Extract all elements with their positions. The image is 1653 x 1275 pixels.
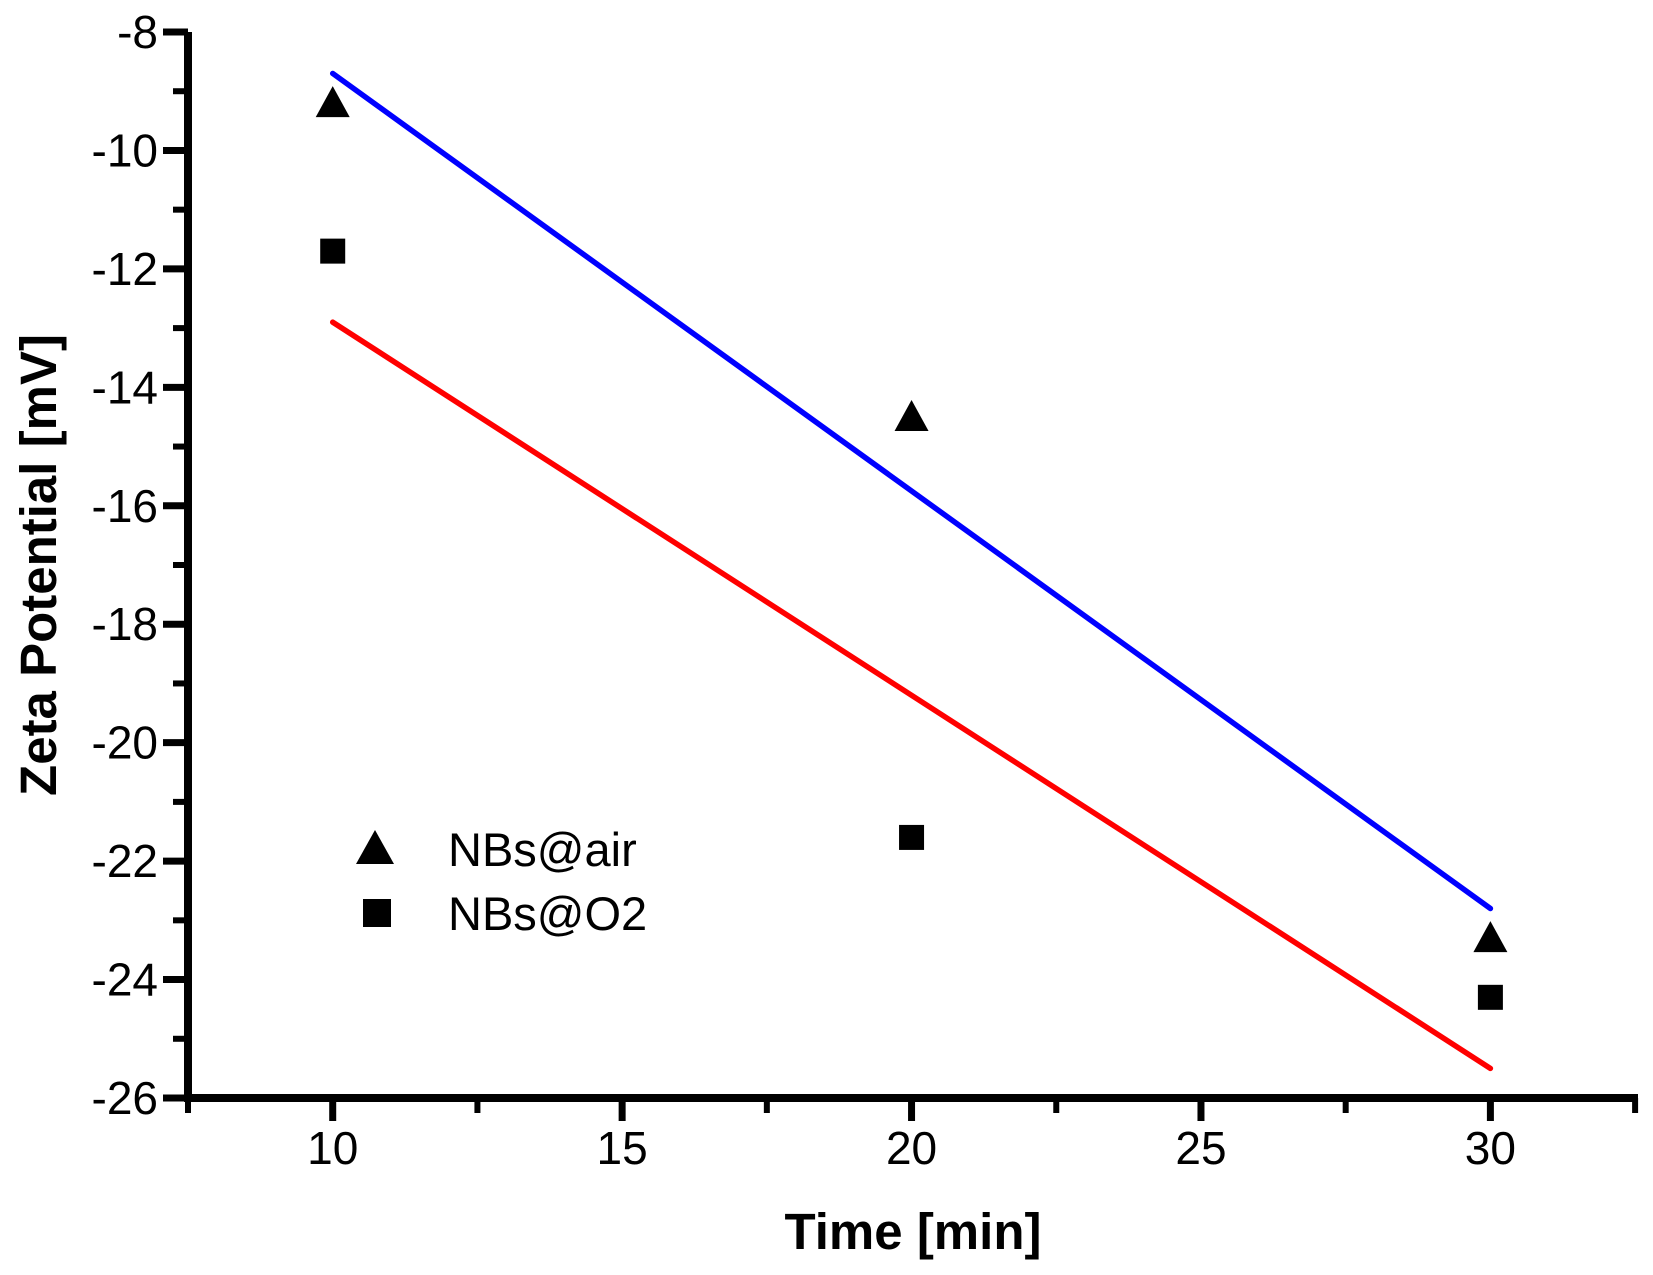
data-point-square	[1477, 984, 1503, 1010]
x-tick-label: 20	[886, 1122, 937, 1174]
tick-labels-group: -8 -10 -12 -14 -16 -18 -20 -22 -24 -26 10 15 20 25 30	[92, 6, 1516, 1174]
fit-line-o2	[329, 319, 1494, 1072]
series-nbs-o2	[320, 238, 1503, 1010]
legend-label: NBs@O2	[448, 887, 647, 940]
ticks-group	[163, 28, 1639, 1121]
x-axis-title: Time [min]	[785, 1203, 1042, 1260]
y-tick-label: -26	[92, 1072, 158, 1124]
data-point-square	[320, 238, 346, 264]
y-tick-label: -8	[117, 6, 158, 58]
legend-marker-triangle	[356, 830, 394, 864]
data-point-triangle	[894, 399, 929, 431]
data-point-triangle	[1473, 921, 1508, 953]
legend-marker-square	[363, 899, 391, 927]
series-group	[315, 86, 1508, 1010]
legend-item: NBs@air	[356, 823, 637, 876]
y-tick-label: -22	[92, 835, 158, 887]
y-tick-label: -10	[92, 124, 158, 176]
fit-lines-group	[329, 70, 1494, 1072]
fit-line-air	[329, 70, 1494, 912]
data-point-triangle	[315, 86, 350, 118]
legend-label: NBs@air	[448, 823, 637, 876]
series-nbs-air	[315, 86, 1508, 953]
y-tick-label: -18	[92, 598, 158, 650]
legend-item: NBs@O2	[363, 887, 647, 940]
x-tick-label: 30	[1465, 1122, 1516, 1174]
y-tick-label: -20	[92, 717, 158, 769]
y-tick-label: -16	[92, 480, 158, 532]
y-axis-title: Zeta Potential [mV]	[10, 334, 67, 796]
axes-group	[184, 32, 1638, 1102]
x-tick-label: 10	[307, 1122, 358, 1174]
x-tick-label: 15	[597, 1122, 648, 1174]
y-tick-label: -24	[92, 954, 158, 1006]
legend: NBs@air NBs@O2	[356, 823, 647, 940]
x-tick-label: 25	[1175, 1122, 1226, 1174]
data-point-square	[899, 824, 925, 850]
y-tick-label: -14	[92, 361, 158, 413]
y-tick-label: -12	[92, 243, 158, 295]
